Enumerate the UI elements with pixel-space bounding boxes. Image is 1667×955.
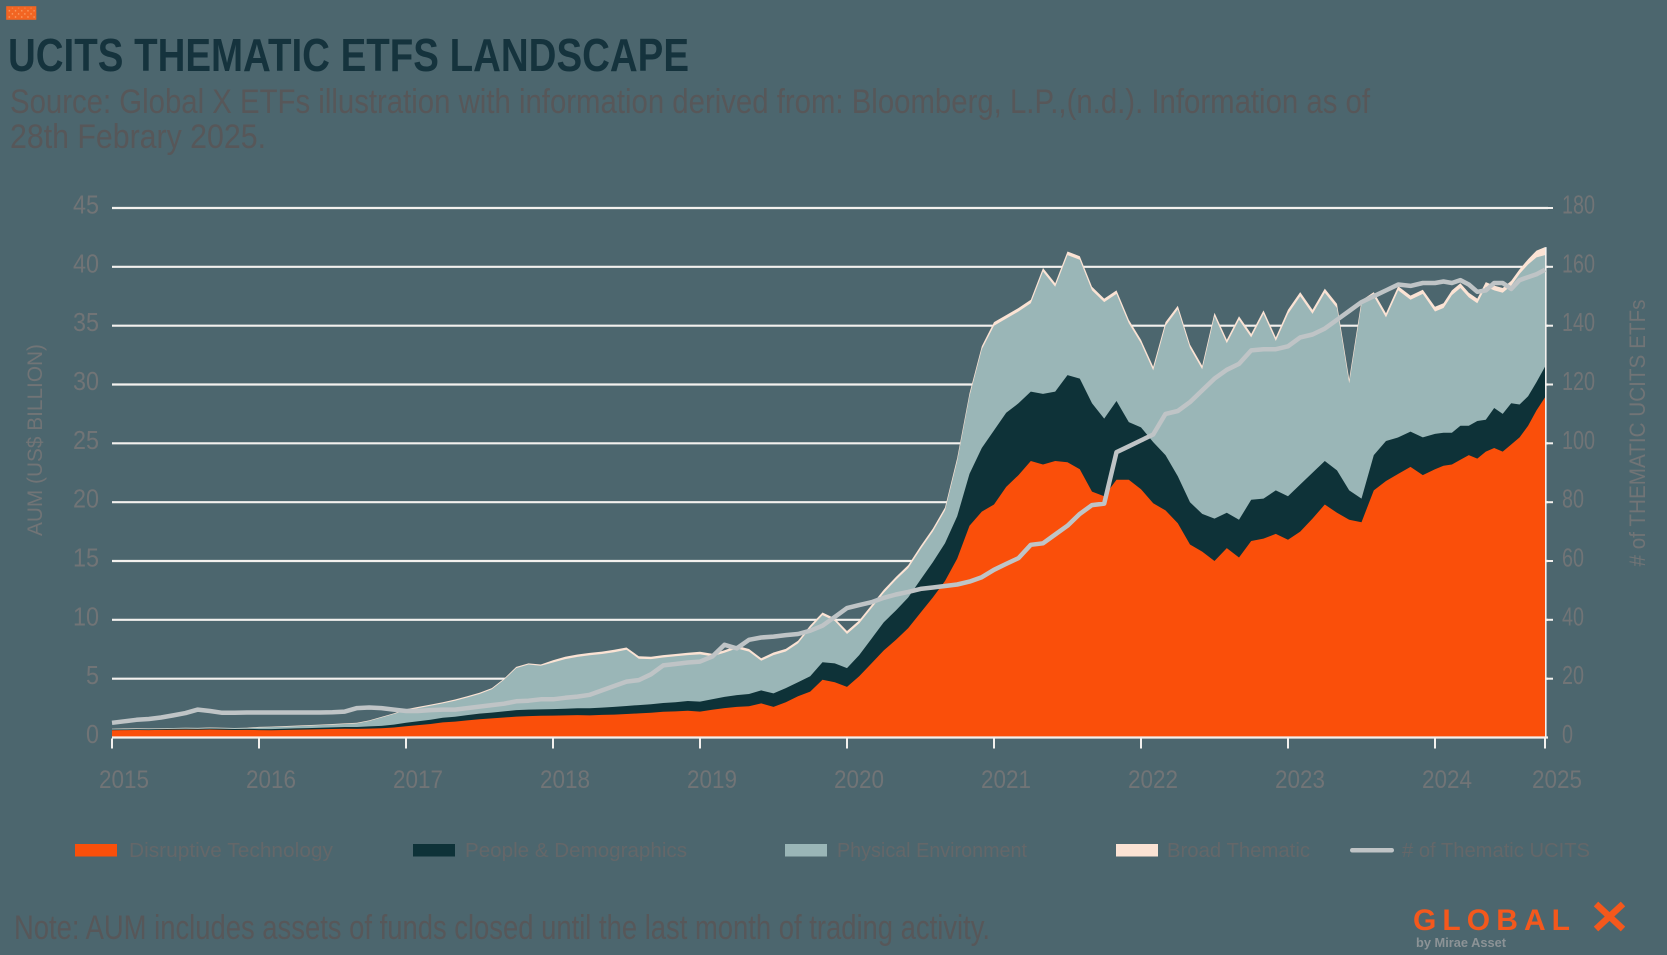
svg-text:2024: 2024 [1422,766,1472,794]
svg-text:2015: 2015 [99,766,149,794]
svg-text:60: 60 [1562,543,1584,573]
svg-text:People & Demographics: People & Demographics [465,840,687,862]
svg-text:10: 10 [73,601,99,631]
svg-text:2019: 2019 [687,766,737,794]
svg-text:Physical Environment: Physical Environment [837,840,1027,862]
svg-text:100: 100 [1562,425,1595,455]
svg-text:Note: AUM includes assets of f: Note: AUM includes assets of funds close… [14,909,990,947]
svg-text:2020: 2020 [834,766,884,794]
svg-text:by Mirae Asset: by Mirae Asset [1416,935,1507,950]
svg-text:Source: Global X ETFs illustra: Source: Global X ETFs illustration with … [10,83,1370,121]
svg-text:20: 20 [73,484,99,514]
svg-text:# of THEMATIC UCITS ETFs: # of THEMATIC UCITS ETFs [1625,300,1650,567]
svg-text:Broad Thematic: Broad Thematic [1167,840,1310,862]
svg-text:30: 30 [73,366,99,396]
svg-text:45: 45 [73,190,99,220]
svg-text:28th Febrary 2025.: 28th Febrary 2025. [10,118,266,156]
svg-text:2025: 2025 [1532,766,1582,794]
svg-text:2023: 2023 [1275,766,1325,794]
svg-text:2016: 2016 [246,766,296,794]
svg-text:0: 0 [1562,719,1573,749]
svg-text:80: 80 [1562,484,1584,514]
svg-text:# of Thematic UCITS: # of Thematic UCITS [1402,840,1590,862]
svg-text:2021: 2021 [981,766,1031,794]
svg-text:160: 160 [1562,248,1595,278]
svg-text:40: 40 [1562,601,1584,631]
svg-text:5: 5 [86,660,99,690]
svg-text:AUM (US$ BILLION): AUM (US$ BILLION) [24,344,47,536]
svg-text:2017: 2017 [393,766,443,794]
svg-text:2022: 2022 [1128,766,1178,794]
svg-text:15: 15 [73,543,99,573]
svg-text:2018: 2018 [540,766,590,794]
svg-text:0: 0 [86,719,99,749]
svg-text:120: 120 [1562,366,1595,396]
svg-text:35: 35 [73,307,99,337]
svg-text:Disruptive Technology: Disruptive Technology [129,840,333,862]
svg-text:25: 25 [73,425,99,455]
svg-text:UCITS THEMATIC ETFS LANDSCAPE: UCITS THEMATIC ETFS LANDSCAPE [8,29,689,81]
svg-text:40: 40 [73,248,99,278]
svg-text:20: 20 [1562,660,1584,690]
svg-text:140: 140 [1562,307,1595,337]
svg-text:180: 180 [1562,190,1595,220]
